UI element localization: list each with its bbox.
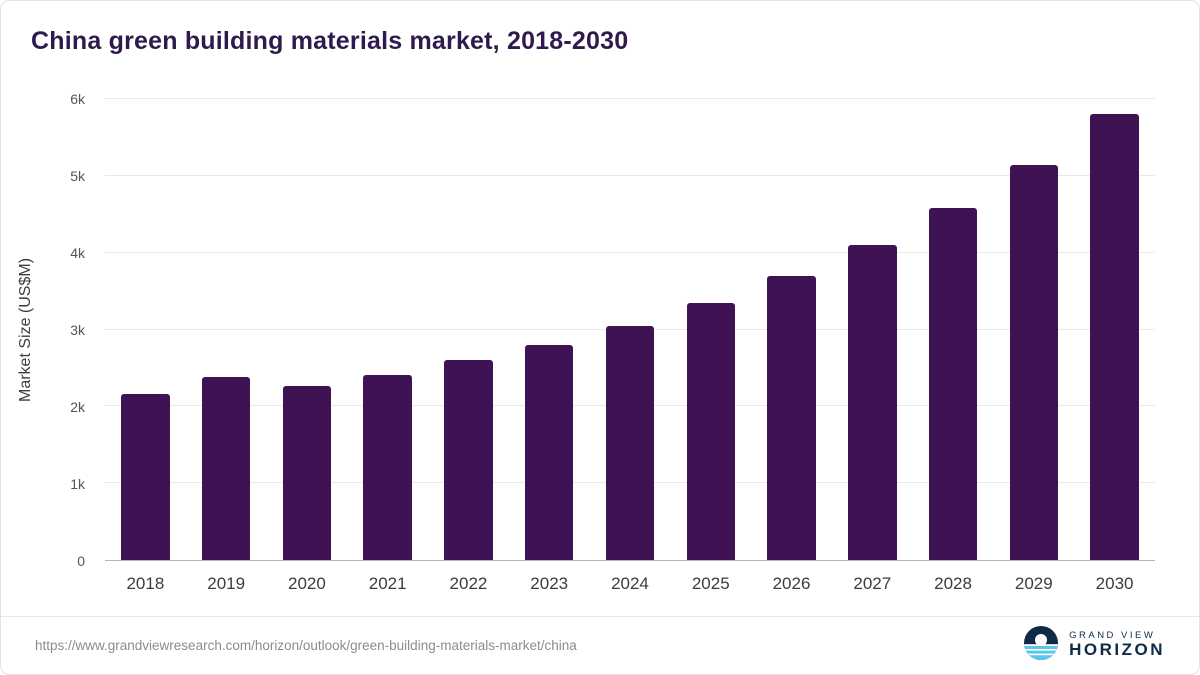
y-axis-title: Market Size (US$M): [17, 257, 34, 403]
bar-slot: [267, 99, 348, 560]
chart-title: China green building materials market, 2…: [31, 27, 629, 55]
bar-slot: [993, 99, 1074, 560]
x-axis-ticks: 2018 2019 2020 2021 2022 2023 2024 2025 2026 2027…: [105, 561, 1155, 603]
x-tick-label: 2028: [934, 574, 972, 593]
bar-slot: [105, 99, 186, 560]
y-tick-label: 3k: [70, 322, 85, 338]
x-tick-label: 2024: [611, 574, 649, 593]
y-tick-label: 6k: [70, 91, 85, 107]
bar-2018: [121, 394, 170, 560]
y-tick-label: 5k: [70, 168, 85, 184]
gridline: [105, 251, 1155, 253]
x-tick-label: 2019: [207, 574, 246, 593]
gridline: [105, 174, 1155, 176]
x-tick-label: 2021: [368, 574, 407, 593]
x-tick-label: 2027: [853, 574, 892, 593]
bar-2027: [848, 244, 897, 560]
x-tick-label: 2026: [772, 574, 811, 593]
x-tick-label: 2030: [1095, 574, 1134, 593]
bar-2021: [363, 374, 412, 560]
x-tick-label: 2023: [530, 574, 569, 593]
source-url: https://www.grandviewresearch.com/horizo…: [35, 638, 577, 653]
x-tick-label: 2025: [691, 574, 730, 593]
bar-2026: [767, 275, 816, 560]
bar-slot: [670, 99, 751, 560]
bar-slot: [832, 99, 913, 560]
y-axis-ticks: 0 1k 2k 3k 4k 5k 6k: [41, 91, 97, 569]
bar-slot: [1074, 99, 1155, 560]
logo-text-grand-view: GRAND VIEW: [1069, 629, 1156, 641]
bar-slot: [428, 99, 509, 560]
bar-slot: [913, 99, 994, 560]
bars-group: [105, 99, 1155, 560]
gridline: [105, 98, 1155, 99]
bar-slot: [590, 99, 671, 560]
bar-2028: [928, 208, 978, 560]
bar-2025: [686, 302, 735, 560]
horizon-logo-icon: [1023, 625, 1059, 666]
bar-2020: [282, 385, 332, 560]
bar-slot: [347, 99, 428, 560]
grand-view-horizon-logo: GRAND VIEW HORIZON: [1023, 625, 1165, 666]
y-tick-label: 4k: [70, 245, 85, 262]
bar-2023: [524, 344, 574, 560]
bar-slot: [509, 99, 590, 560]
bar-2022: [444, 360, 493, 560]
bar-slot: [186, 99, 267, 560]
logo-text-horizon: HORIZON: [1069, 640, 1165, 660]
bar-slot: [751, 99, 832, 560]
footer: https://www.grandviewresearch.com/horizo…: [1, 616, 1199, 674]
y-tick-label: 0: [77, 553, 85, 569]
x-tick-label: 2029: [1014, 574, 1053, 593]
bar-2029: [1009, 165, 1059, 560]
x-tick-label: 2020: [288, 574, 326, 593]
bar-2019: [201, 377, 251, 560]
bar-2024: [605, 325, 655, 560]
x-tick-label: 2022: [449, 574, 488, 593]
bar-2030: [1090, 114, 1139, 560]
y-tick-label: 1k: [70, 476, 85, 493]
x-tick-label: 2018: [126, 574, 165, 593]
plot-area: [105, 98, 1155, 561]
bar-chart: 0 1k 2k 3k 4k 5k 6k 2018 2019 2020 2021 2022 2023 20…: [41, 91, 1155, 593]
y-tick-label: 2k: [70, 399, 85, 416]
